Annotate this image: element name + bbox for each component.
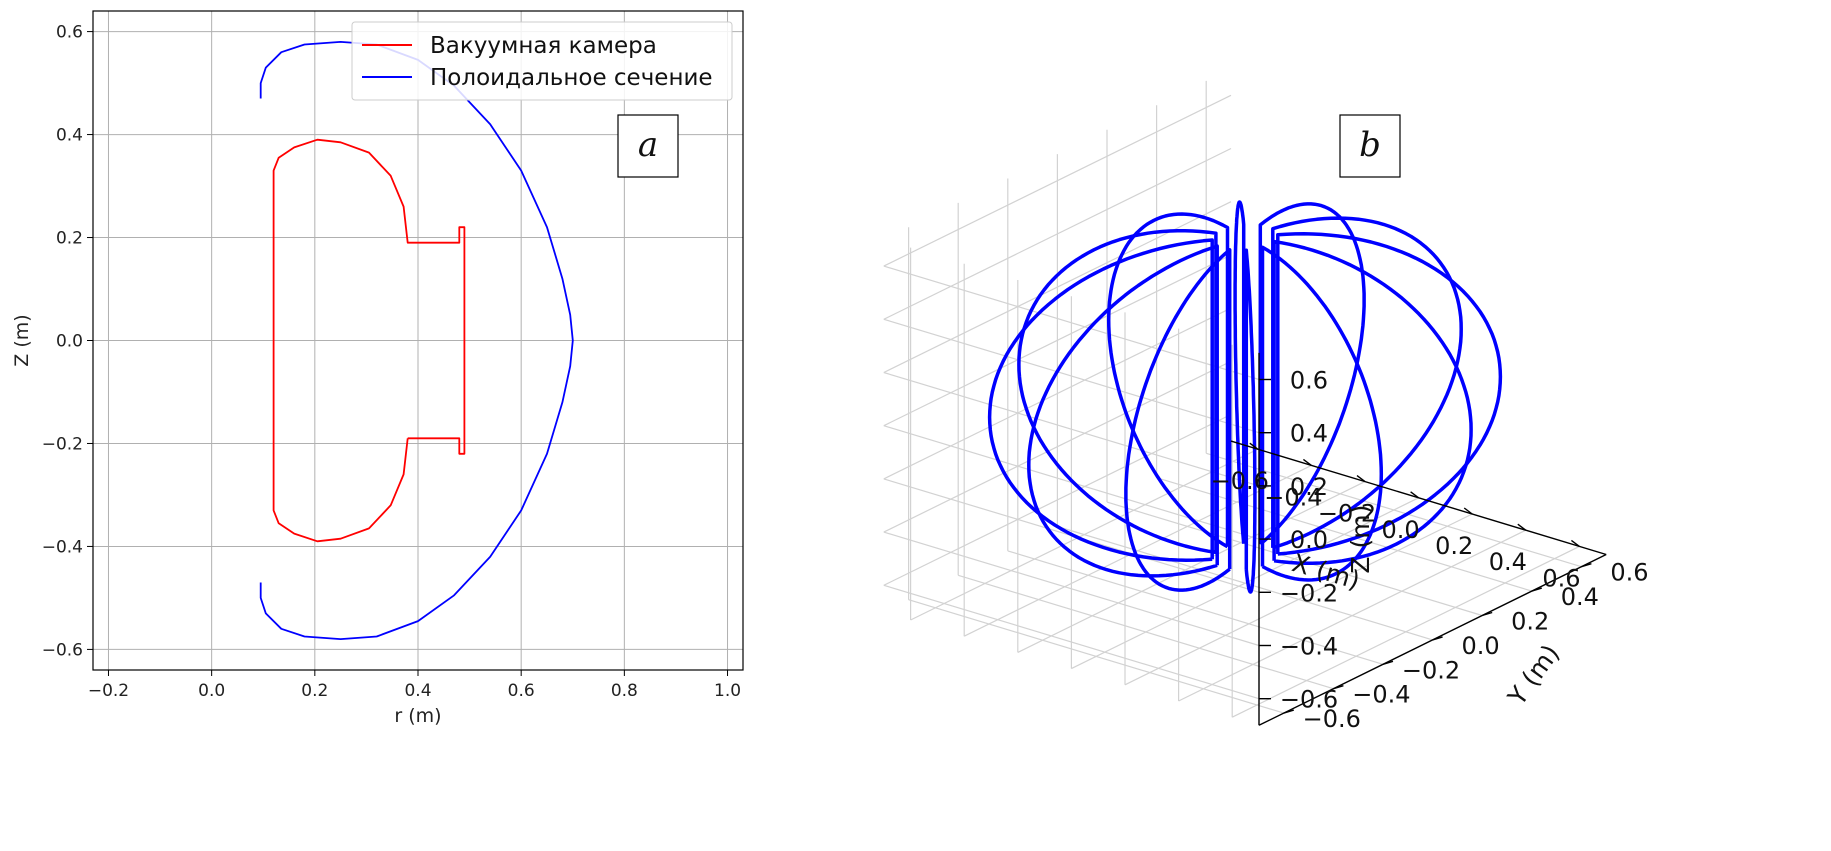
x-tick-label: 0.8 bbox=[611, 681, 638, 701]
panel-b-z-axis-label: Z (m) bbox=[1346, 505, 1375, 574]
grid-line-floor-y bbox=[1007, 550, 1384, 665]
z-tick-label: −0.2 bbox=[1280, 579, 1338, 607]
y-tick-label: 0.4 bbox=[56, 126, 83, 146]
y-tick-label: −0.2 bbox=[1402, 656, 1460, 684]
x-tick-label: 0.0 bbox=[198, 681, 225, 701]
coil-line bbox=[1276, 232, 1503, 556]
panel-tag-b: b bbox=[1359, 125, 1381, 165]
x-tick-label: 0.2 bbox=[301, 681, 328, 701]
z-tick-label: 0.6 bbox=[1290, 367, 1328, 395]
legend-label-poloidal-section: Полоидальное сечение bbox=[430, 65, 713, 91]
grid-line-floor-y bbox=[1156, 477, 1532, 592]
panel-tag-a: a bbox=[638, 125, 658, 165]
y-tick-mark bbox=[1382, 660, 1394, 665]
panel-b-coils bbox=[987, 200, 1503, 594]
coil-line bbox=[1260, 245, 1384, 582]
z-tick-label: 0.0 bbox=[1290, 526, 1328, 554]
coil-line bbox=[1106, 212, 1230, 549]
coil-line bbox=[1017, 228, 1218, 555]
x-tick-label: 0.6 bbox=[508, 681, 535, 701]
coil-line bbox=[1272, 239, 1473, 566]
y-tick-mark bbox=[1531, 587, 1543, 592]
panel-b-3d-plot: −0.6−0.4−0.20.00.20.40.6−0.6−0.4−0.20.00… bbox=[883, 80, 1648, 733]
y-tick-label: 0.2 bbox=[56, 229, 83, 249]
z-tick-label: −0.4 bbox=[1280, 633, 1338, 661]
panel-a-series bbox=[259, 41, 574, 640]
y-tick-label: 0.4 bbox=[1561, 583, 1599, 611]
y-tick-mark bbox=[1333, 685, 1344, 690]
x-tick-label: 0.6 bbox=[1542, 564, 1580, 592]
panel-a-ticks: −0.2 0.0 0.2 0.4 0.6 0.8 1.0 0.6 0.4 0.2 0.0 −0.2 −0… bbox=[42, 23, 741, 701]
panel-b-3d-grid bbox=[883, 80, 1582, 718]
panel-a-2d-plot: −0.2 0.0 0.2 0.4 0.6 0.8 1.0 0.6 0.4 0.2 0.0 −0.2 −0… bbox=[11, 10, 744, 727]
y-tick-label: −0.6 bbox=[1303, 705, 1361, 733]
x-tick-label: 1.0 bbox=[714, 681, 741, 701]
y-tick-label: −0.6 bbox=[42, 640, 83, 660]
x-tick-label: −0.2 bbox=[1318, 500, 1376, 528]
coil-line bbox=[1124, 248, 1232, 592]
y-tick-mark bbox=[1481, 611, 1493, 617]
grid-line-floor-y bbox=[1106, 501, 1483, 617]
panel-a-tag-box: a bbox=[617, 114, 679, 178]
panel-a-legend: Вакуумная камера Полоидальное сечение bbox=[351, 21, 733, 101]
legend-box bbox=[351, 21, 733, 101]
x-tick-label: −0.4 bbox=[1264, 483, 1322, 511]
grid-line-floor-y bbox=[958, 574, 1334, 690]
x-tick-mark bbox=[1249, 442, 1259, 450]
y-tick-label: −0.2 bbox=[42, 434, 83, 454]
coil-line bbox=[1244, 248, 1257, 594]
y-tick-label: 0.6 bbox=[56, 23, 83, 43]
panel-b-ticks: −0.6−0.4−0.20.00.20.40.6−0.6−0.4−0.20.00… bbox=[1211, 352, 1648, 733]
z-tick-label: 0.2 bbox=[1290, 473, 1328, 501]
panel-tag-frame bbox=[617, 114, 679, 178]
y-tick-label: 0.0 bbox=[56, 332, 83, 352]
coil-line bbox=[1233, 200, 1246, 544]
coil-line bbox=[1271, 216, 1463, 550]
panel-b-y-axis-label: Y (m) bbox=[1502, 639, 1565, 711]
panel-b-tag-box: b bbox=[1339, 114, 1401, 178]
x-tick-mark bbox=[1410, 491, 1420, 499]
x-tick-mark bbox=[1302, 458, 1312, 466]
grid-line-floor-y bbox=[1057, 525, 1433, 641]
z-tick-label: −0.6 bbox=[1280, 686, 1338, 714]
x-tick-label: 0.2 bbox=[1435, 532, 1473, 560]
grid-line-floor-y bbox=[908, 599, 1284, 714]
legend-label-vacuum-chamber: Вакуумная камера bbox=[430, 33, 657, 59]
panel-a-y-axis-label: Z (m) bbox=[11, 314, 33, 366]
y-tick-label: −0.4 bbox=[1352, 681, 1410, 709]
grid-line-floor-y bbox=[1206, 452, 1582, 568]
x-tick-mark bbox=[1356, 475, 1366, 483]
series-line-poloidal-section bbox=[259, 41, 574, 640]
z-tick-label: 0.4 bbox=[1290, 420, 1328, 448]
y-tick-mark bbox=[1432, 636, 1443, 641]
x-tick-label: 0.4 bbox=[1489, 548, 1527, 576]
panel-tag-frame bbox=[1339, 114, 1401, 178]
panel-a-x-axis-label: r (m) bbox=[394, 705, 441, 727]
x-tick-label: −0.2 bbox=[88, 681, 129, 701]
y-tick-label: 0.6 bbox=[1610, 559, 1648, 587]
x-tick-label: 0.4 bbox=[404, 681, 431, 701]
y-tick-mark bbox=[1283, 709, 1295, 714]
x-tick-label: −0.6 bbox=[1211, 467, 1269, 495]
x-tick-label: 0.0 bbox=[1382, 516, 1420, 544]
coil-line bbox=[1027, 244, 1219, 578]
y-tick-label: 0.0 bbox=[1462, 632, 1500, 660]
y-tick-mark bbox=[1581, 563, 1592, 568]
y-tick-label: 0.2 bbox=[1511, 608, 1549, 636]
x-tick-mark bbox=[1570, 539, 1580, 547]
x-tick-mark bbox=[1517, 523, 1527, 531]
coil-line bbox=[1258, 202, 1366, 546]
series-line-vacuum-chamber bbox=[272, 138, 466, 543]
coil-line bbox=[987, 238, 1214, 562]
panel-a-grid bbox=[93, 11, 743, 670]
y-tick-label: −0.4 bbox=[42, 537, 83, 557]
x-tick-mark bbox=[1463, 507, 1473, 515]
